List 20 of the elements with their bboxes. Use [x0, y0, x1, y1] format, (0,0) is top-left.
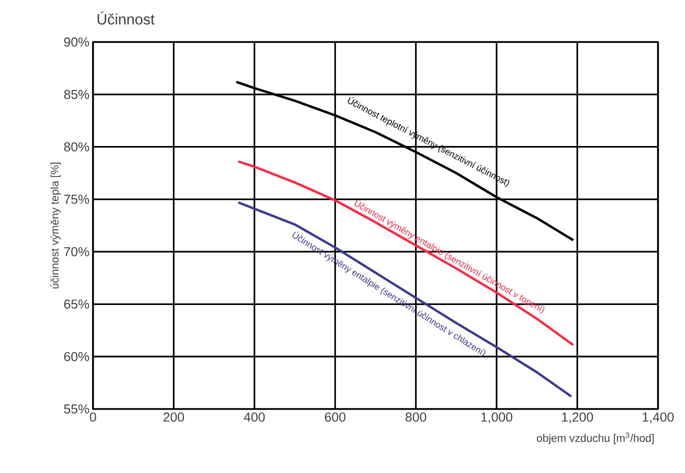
y-tick-label: 75%: [64, 194, 90, 204]
y-axis-title: účinnost výměny tepla [%]: [50, 162, 61, 288]
line-series: [237, 201, 572, 398]
y-tick-label: 55%: [64, 404, 90, 414]
y-tick-label: 90%: [64, 37, 90, 47]
x-axis-title: objem vzduchu [m$^{3}$/hod]: [536, 432, 654, 444]
x-tick-label: 200: [164, 412, 184, 422]
y-tick-label: 70%: [64, 247, 90, 256]
x-tick-label: 1,000: [481, 412, 512, 424]
x-tick-label: 400: [244, 412, 265, 422]
x-tick-label: 600: [325, 412, 346, 422]
x-tick-label: 0: [90, 412, 96, 422]
chart-title: Účinnost: [98, 11, 155, 25]
x-tick-label: 800: [406, 412, 426, 422]
x-tick-label: 1,400: [642, 412, 674, 424]
y-tick-label: 85%: [64, 90, 90, 100]
y-tick-label: 60%: [64, 352, 90, 362]
y-tick-label: 80%: [64, 142, 90, 152]
x-tick-label: 1,200: [562, 412, 593, 424]
y-tick-label: 65%: [64, 300, 90, 309]
